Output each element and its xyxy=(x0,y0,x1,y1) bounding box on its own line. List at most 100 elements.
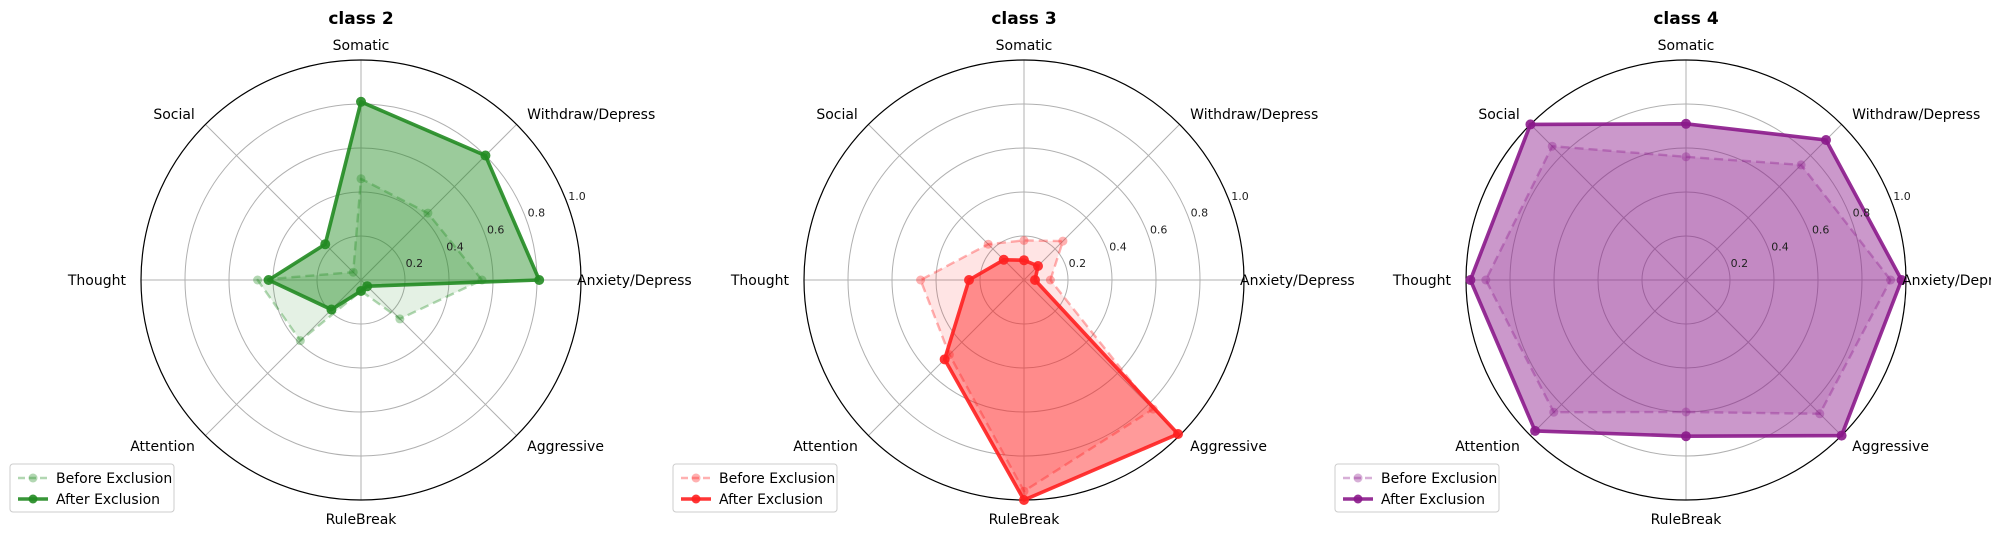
series-line xyxy=(1484,145,1892,415)
legend-marker xyxy=(691,494,701,504)
r-tick-label: 1.0 xyxy=(568,190,586,203)
data-point xyxy=(480,150,491,161)
data-point xyxy=(939,354,950,365)
data-point xyxy=(263,275,274,285)
category-label: Social xyxy=(153,107,195,123)
series-fill xyxy=(920,240,1154,492)
grid-spoke xyxy=(868,124,1025,281)
data-point xyxy=(356,96,366,107)
category-label: Social xyxy=(816,107,858,123)
r-tick-label: 0.6 xyxy=(1812,223,1830,236)
data-point xyxy=(1019,495,1029,505)
grid-spoke xyxy=(205,124,362,281)
data-point xyxy=(1173,429,1184,440)
series-fill xyxy=(944,259,1179,500)
data-point xyxy=(1681,152,1691,162)
chart-title: class 3 xyxy=(991,9,1056,29)
category-label: Somatic xyxy=(1658,38,1715,54)
r-tick-label: 0.4 xyxy=(446,240,464,253)
r-tick-label: 0.2 xyxy=(406,257,424,270)
grid-spoke xyxy=(1023,124,1180,281)
data-point xyxy=(1681,431,1691,442)
data-point xyxy=(362,281,373,292)
legend: Before Exclusion After Exclusion xyxy=(1334,463,1500,513)
data-point xyxy=(1836,430,1847,441)
legend-label: Before Exclusion xyxy=(56,471,172,487)
grid-spoke xyxy=(1685,124,1842,281)
grid-spoke xyxy=(1530,124,1687,281)
legend-marker xyxy=(1353,494,1363,504)
data-point xyxy=(1681,407,1691,417)
category-label: Thought xyxy=(67,273,127,289)
chart-title: class 4 xyxy=(1653,9,1719,29)
data-point xyxy=(295,336,305,346)
data-point xyxy=(1525,119,1536,130)
data-point xyxy=(1796,160,1806,170)
data-point xyxy=(1681,118,1691,129)
category-label: Attention xyxy=(793,439,858,455)
legend-box xyxy=(1334,463,1500,513)
legend-label: After Exclusion xyxy=(719,492,823,508)
data-point xyxy=(1465,275,1476,285)
radar-chart-1: 0.2 0.4 0.6 0.8 1.0 Anxiety/Depress Withdraw/D… xyxy=(9,9,692,528)
polar-frame xyxy=(140,59,582,501)
r-tick-label: 0.2 xyxy=(1731,257,1749,270)
series-fill xyxy=(1470,123,1902,437)
data-point xyxy=(1815,409,1825,419)
legend-label: Before Exclusion xyxy=(719,471,835,487)
legend-marker xyxy=(28,494,38,504)
data-point xyxy=(1058,236,1068,246)
r-tick-label: 0.2 xyxy=(1069,257,1087,270)
category-label: Somatic xyxy=(996,38,1053,54)
category-label: RuleBreak xyxy=(326,512,398,528)
data-point xyxy=(534,275,545,285)
data-point xyxy=(1886,275,1896,285)
category-label: Anxiety/Depress xyxy=(577,273,692,289)
data-point xyxy=(1019,255,1029,266)
series-line xyxy=(256,177,483,342)
category-label: Withdraw/Depress xyxy=(527,107,655,123)
data-point xyxy=(356,174,366,184)
r-tick-label: 0.6 xyxy=(487,223,505,236)
r-tick-label: 0.4 xyxy=(1109,240,1127,253)
category-label: Social xyxy=(1478,107,1520,123)
category-label: Withdraw/Depress xyxy=(1190,107,1318,123)
data-point xyxy=(1821,134,1832,145)
data-point xyxy=(964,275,974,285)
data-point xyxy=(1045,275,1055,285)
series-fill xyxy=(1485,146,1891,414)
category-label: Thought xyxy=(1392,273,1452,289)
data-point xyxy=(423,208,433,218)
category-label: Aggressive xyxy=(1852,439,1929,455)
data-point xyxy=(916,275,926,285)
legend-label: Before Exclusion xyxy=(1381,471,1497,487)
category-label: RuleBreak xyxy=(1651,512,1723,528)
legend-marker xyxy=(1353,473,1363,483)
legend-marker xyxy=(28,473,38,483)
r-tick-label: 0.8 xyxy=(1853,207,1871,220)
legend: Before Exclusion After Exclusion xyxy=(9,463,175,513)
series-fill xyxy=(268,101,540,310)
category-label: Somatic xyxy=(333,38,390,54)
radar-chart-3: 0.2 0.4 0.6 0.8 1.0 Anxiety/Depress Withdraw/D… xyxy=(1334,9,1991,528)
legend-box xyxy=(672,463,838,513)
grid-spoke xyxy=(1685,279,1842,436)
data-point xyxy=(1019,235,1029,245)
r-tick-label: 0.6 xyxy=(1150,223,1168,236)
data-point xyxy=(1033,260,1044,271)
data-point xyxy=(1547,141,1557,151)
radar-chart-2: 0.2 0.4 0.6 0.8 1.0 Anxiety/Depress Withdraw/D… xyxy=(672,9,1355,528)
r-tick-label: 1.0 xyxy=(1893,190,1911,203)
data-point xyxy=(1530,425,1541,436)
category-label: Aggressive xyxy=(1190,439,1267,455)
legend-marker xyxy=(691,473,701,483)
r-tick-label: 0.8 xyxy=(528,207,546,220)
data-point xyxy=(326,304,337,315)
category-label: Withdraw/Depress xyxy=(1852,107,1980,123)
category-label: Aggressive xyxy=(527,439,604,455)
r-tick-label: 0.8 xyxy=(1191,207,1209,220)
category-label: Anxiety/Depress xyxy=(1902,273,1991,289)
data-point xyxy=(1030,275,1040,285)
